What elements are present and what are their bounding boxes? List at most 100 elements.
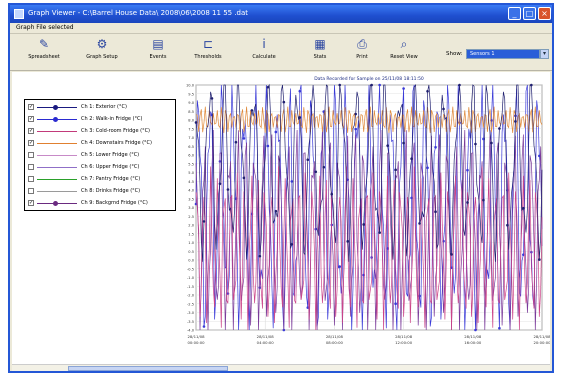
calculate-button[interactable]: ⅰ Calculate [252,37,276,60]
y-tick-label: -2.5 [187,302,194,306]
legend-checkbox[interactable]: ✓ [28,104,34,110]
y-tick-label: -1.5 [187,285,194,289]
legend-item[interactable]: ✓ Ch 4: Downstairs Fridge (°C) [25,139,175,148]
show-dropdown[interactable]: Sensors 1 [466,49,540,59]
data-point [202,220,206,223]
legend-checkbox[interactable] [28,188,34,194]
legend-checkbox[interactable] [28,152,34,158]
data-point [490,141,493,145]
chevron-down-icon[interactable]: ▾ [540,49,549,59]
y-tick-label: 2.0 [188,224,194,228]
data-point [242,137,246,140]
y-tick-label: 1.5 [188,232,194,236]
legend-line-swatch [37,167,77,168]
series-line [195,84,543,331]
legend-item[interactable]: Ch 5: Lower Fridge (°C) [25,151,175,160]
x-tick-date: 28/11/08 [257,334,275,339]
data-point [354,127,357,131]
data-point [434,210,437,214]
y-tick-label: -2.0 [187,294,195,298]
legend-item[interactable]: ✓ Ch 3: Cold-room Fridge (°C) [25,127,175,136]
legend-marker [53,105,58,110]
y-tick-label: 6.5 [188,145,194,149]
data-point [394,302,397,306]
legend-label: Ch 7: Pantry Fridge (°C) [81,176,141,182]
data-point [522,253,525,257]
legend-item[interactable]: ✓ Ch 1: Exterior (°C) [25,103,175,112]
legend-checkbox[interactable]: ✓ [28,200,34,206]
x-tick-date: 28/11/08 [464,334,482,339]
line-chart[interactable]: Data Recorded for Sample on 25/11/08 18:… [182,72,550,362]
legend-item[interactable]: ✓ Ch 9: Backgrnd Fridge (°C) [25,199,175,208]
data-point [306,158,310,162]
legend-item[interactable]: Ch 8: Drinks Fridge (°C) [25,187,175,196]
close-button[interactable]: × [538,7,551,20]
x-tick-time: 12:00:00 [395,340,413,345]
legend-label: Ch 9: Backgrnd Fridge (°C) [81,200,148,206]
data-point [514,120,517,123]
spreadsheet-button[interactable]: ✎ Spreadsheet [28,37,60,60]
events-icon: ▤ [152,37,164,51]
data-point [290,180,294,183]
data-point [274,209,278,213]
y-tick-label: 2.5 [188,215,194,219]
x-tick-date: 28/11/08 [326,334,344,339]
legend-item[interactable]: Ch 6: Upper Fridge (°C) [25,163,175,172]
y-tick-label: -3.0 [187,311,195,315]
reset-view-button[interactable]: ⌕ Reset View [390,37,418,60]
data-point [330,192,334,196]
y-tick-label: -0.5 [187,267,194,271]
maximize-button[interactable]: □ [523,7,536,20]
print-button[interactable]: ⎙ Print [356,37,368,60]
data-point [386,144,389,147]
scrollbar-thumb[interactable] [68,366,228,371]
data-point [394,168,397,172]
data-point [202,325,206,328]
data-point [410,157,413,161]
legend-checkbox[interactable]: ✓ [28,116,34,122]
x-tick-time: 04:00:00 [257,340,275,345]
graph-setup-button[interactable]: ⚙ Graph Setup [86,37,118,60]
data-point [442,107,445,111]
data-point [322,165,326,169]
minimize-button[interactable]: _ [508,7,521,20]
x-tick-date: 28/11/08 [395,334,413,339]
legend-checkbox[interactable] [28,176,34,182]
legend-item[interactable]: Ch 7: Pantry Fridge (°C) [25,175,175,184]
legend-item[interactable]: ✓ Ch 2: Walk-in Fridge (°C) [25,115,175,124]
y-tick-label: 3.0 [188,206,194,210]
data-point [466,168,469,172]
horizontal-scrollbar[interactable] [12,364,550,371]
y-tick-label: 9.5 [188,92,194,96]
thresholds-button[interactable]: ⊏ Thresholds [194,37,222,60]
legend-line-swatch [37,191,77,192]
data-point [298,89,302,93]
legend-checkbox[interactable]: ✓ [28,128,34,134]
data-point [426,166,429,170]
data-point [474,142,477,146]
stats-icon: ▦ [314,37,326,51]
data-point [506,223,509,227]
legend-label: Ch 1: Exterior (°C) [81,104,127,110]
stats-button[interactable]: ▦ Stats [313,37,327,60]
events-button[interactable]: ▤ Events [149,37,167,60]
graph-viewer-window: Graph Viewer - C:\Barrel House Data\ 200… [8,3,554,373]
legend-label: Ch 8: Drinks Fridge (°C) [81,188,141,194]
title-bar[interactable]: Graph Viewer - C:\Barrel House Data\ 200… [10,5,552,23]
y-tick-label: 9.0 [188,101,194,105]
y-tick-label: 1.0 [188,241,194,245]
y-tick-label: 8.0 [188,119,194,123]
graph-area: ✓ Ch 1: Exterior (°C) ✓ Ch 2: Walk-in Fridg… [12,72,550,364]
data-point [314,170,318,174]
data-point [250,109,254,112]
legend-line-swatch [37,155,77,156]
y-tick-label: 5.5 [188,162,194,166]
data-point [266,85,270,89]
legend-checkbox[interactable]: ✓ [28,140,34,146]
data-point [338,265,342,268]
legend-marker [53,201,58,206]
legend-checkbox[interactable] [28,164,34,170]
x-tick-time: 16:00:00 [464,340,482,345]
data-point [378,83,381,87]
menu-graph-file[interactable]: Graph File selected [16,24,74,31]
